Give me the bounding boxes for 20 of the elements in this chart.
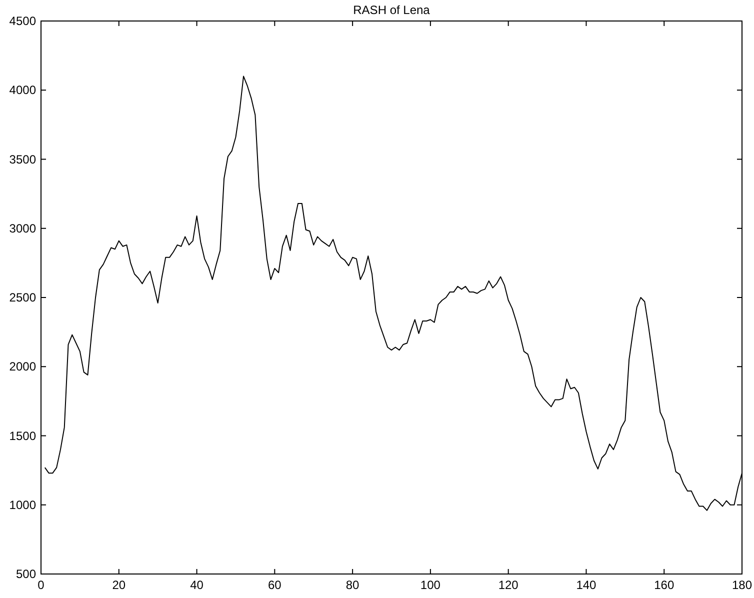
x-tick-label: 140 bbox=[576, 578, 597, 592]
y-tick-label: 1500 bbox=[9, 428, 36, 443]
y-tick-label: 3000 bbox=[9, 221, 36, 236]
y-tick-label: 4000 bbox=[9, 83, 36, 98]
y-tick-label: 3500 bbox=[9, 152, 36, 166]
x-tick-label: 100 bbox=[420, 578, 441, 592]
y-tick-label: 2000 bbox=[9, 360, 36, 374]
x-tick-label: 80 bbox=[346, 578, 360, 592]
x-tick-label: 40 bbox=[190, 578, 204, 592]
x-tick-label: 160 bbox=[654, 578, 674, 592]
x-tick-label: 60 bbox=[268, 578, 282, 592]
y-tick-label: 2500 bbox=[9, 290, 36, 304]
y-tick-label: 4500 bbox=[9, 14, 36, 28]
x-tick-label: 180 bbox=[732, 578, 752, 592]
y-tick-label: 500 bbox=[16, 567, 36, 581]
x-tick-label: 0 bbox=[38, 578, 45, 592]
x-tick-label: 20 bbox=[112, 578, 126, 592]
chart-title: RASH of Lena bbox=[353, 3, 430, 17]
x-tick-label: 120 bbox=[498, 578, 519, 592]
y-tick-label: 1000 bbox=[9, 498, 36, 512]
